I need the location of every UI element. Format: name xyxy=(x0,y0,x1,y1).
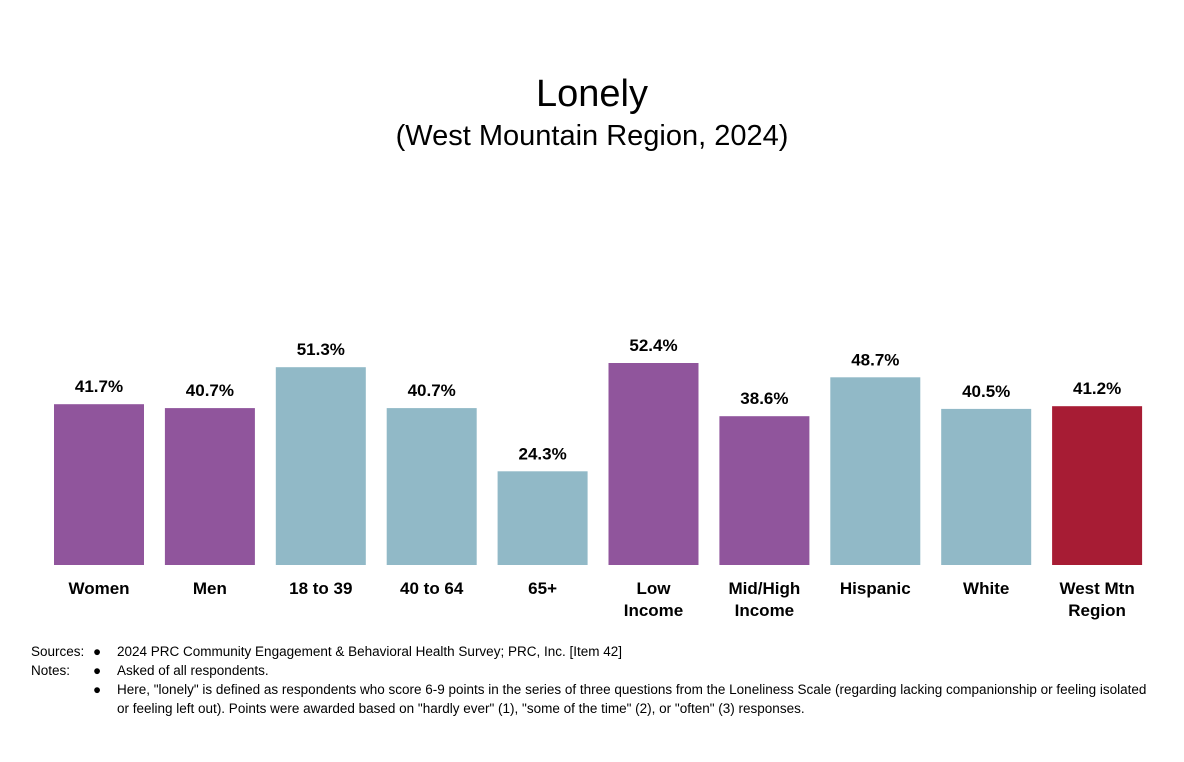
category-label: Women xyxy=(68,579,129,598)
note-text: Asked of all respondents. xyxy=(117,663,269,678)
bullet-icon: ● xyxy=(93,644,102,659)
notes-row: Notes: ● Asked of all respondents. xyxy=(31,661,1151,680)
bullet-icon: ● xyxy=(93,663,102,678)
category-label: 65+ xyxy=(528,579,557,598)
bar xyxy=(164,408,255,565)
data-label: 40.7% xyxy=(186,381,234,400)
bar xyxy=(830,377,921,565)
data-label: 40.7% xyxy=(408,381,456,400)
data-label: 41.7% xyxy=(75,377,123,396)
footnotes: Sources: ● 2024 PRC Community Engagement… xyxy=(31,642,1151,718)
data-label: 38.6% xyxy=(740,389,788,408)
category-label: White xyxy=(963,579,1009,598)
data-label: 51.3% xyxy=(297,340,345,359)
data-label: 41.2% xyxy=(1073,379,1121,398)
source-text: 2024 PRC Community Engagement & Behavior… xyxy=(117,644,622,659)
notes-label: Notes: xyxy=(31,663,71,678)
sources-label: Sources: xyxy=(31,644,85,659)
category-label: Low Income xyxy=(624,579,684,620)
category-label: Men xyxy=(193,579,227,598)
bar xyxy=(54,404,144,565)
data-label: 52.4% xyxy=(629,336,677,355)
bar xyxy=(275,367,366,565)
bar xyxy=(941,408,1032,565)
bar xyxy=(386,408,477,565)
bullet-icon: ● xyxy=(93,682,102,697)
category-label: 40 to 64 xyxy=(400,579,464,598)
bar xyxy=(608,363,699,565)
data-label: 40.5% xyxy=(962,382,1010,401)
bar xyxy=(497,471,588,565)
chart-title: Lonely xyxy=(536,73,648,115)
chart-subtitle: (West Mountain Region, 2024) xyxy=(395,120,789,152)
category-label: Mid/High Income xyxy=(729,579,801,620)
notes-label-spacer xyxy=(31,680,93,718)
bar xyxy=(1052,406,1143,565)
notes-row: ● Here, "lonely" is defined as responden… xyxy=(31,680,1151,718)
data-label: 24.3% xyxy=(518,444,566,463)
bar-chart: 41.7% Women 40.7% Men 51.3% 18 to 39 40.7% 40 t… xyxy=(54,336,1143,620)
note-text: Here, "lonely" is defined as respondents… xyxy=(117,682,1147,716)
category-label: West Mtn Region xyxy=(1059,579,1134,620)
sources-row: Sources: ● 2024 PRC Community Engagement… xyxy=(31,642,1151,661)
category-label: Hispanic xyxy=(840,579,911,598)
data-label: 48.7% xyxy=(851,350,899,369)
category-label: 18 to 39 xyxy=(289,579,352,598)
bar xyxy=(719,416,810,565)
